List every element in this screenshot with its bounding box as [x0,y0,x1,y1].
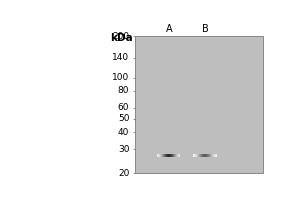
Text: 40: 40 [118,128,129,137]
Text: 50: 50 [118,114,129,123]
Bar [135,36,263,173]
Text: 20: 20 [118,169,129,178]
Text: 200: 200 [112,32,129,41]
Text: 100: 100 [112,73,129,82]
Text: 30: 30 [118,145,129,154]
Text: 80: 80 [118,86,129,95]
Text: B: B [202,24,208,34]
Text: 140: 140 [112,53,129,62]
Text: kDa: kDa [110,33,133,43]
Text: A: A [166,24,172,34]
Text: 60: 60 [118,103,129,112]
